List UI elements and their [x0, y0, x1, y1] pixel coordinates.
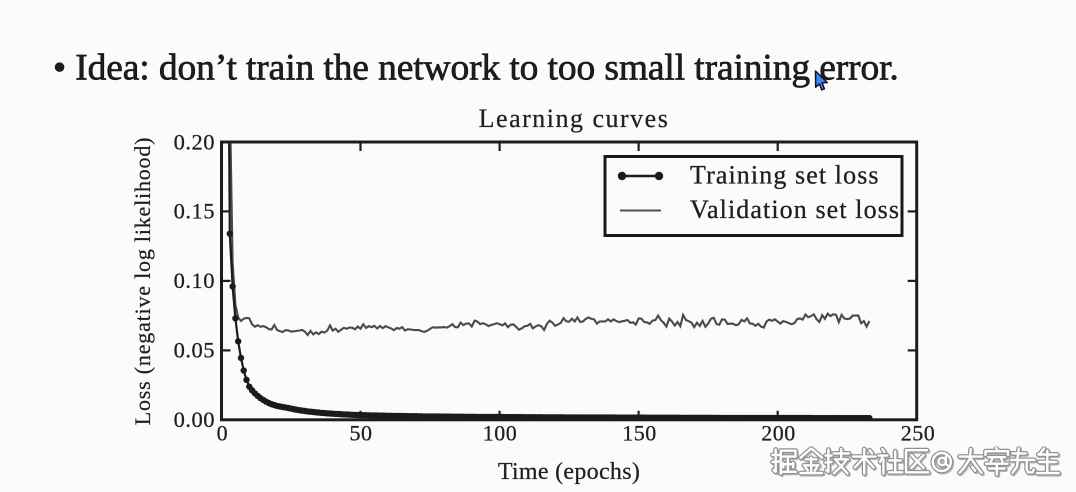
svg-text:250: 250 [901, 421, 936, 446]
svg-text:150: 150 [622, 421, 657, 446]
svg-text:0.20: 0.20 [174, 129, 215, 154]
svg-text:• Idea: don’t train the networ: • Idea: don’t train the network to too s… [53, 48, 899, 89]
svg-text:200: 200 [761, 421, 796, 446]
svg-text:Time (epochs): Time (epochs) [498, 459, 640, 485]
svg-text:50: 50 [350, 421, 373, 446]
svg-text:0.05: 0.05 [174, 338, 215, 363]
svg-text:Learning curves: Learning curves [479, 104, 670, 133]
svg-text:0.00: 0.00 [174, 407, 215, 432]
svg-text:0.15: 0.15 [174, 199, 215, 224]
svg-text:100: 100 [483, 421, 518, 446]
svg-text:Loss (negative log likelihood): Loss (negative log likelihood) [130, 137, 155, 426]
svg-text:Training set loss: Training set loss [690, 161, 880, 190]
svg-text:0.10: 0.10 [174, 268, 215, 293]
svg-text:Validation set loss: Validation set loss [690, 195, 900, 224]
svg-text:0: 0 [217, 421, 229, 446]
